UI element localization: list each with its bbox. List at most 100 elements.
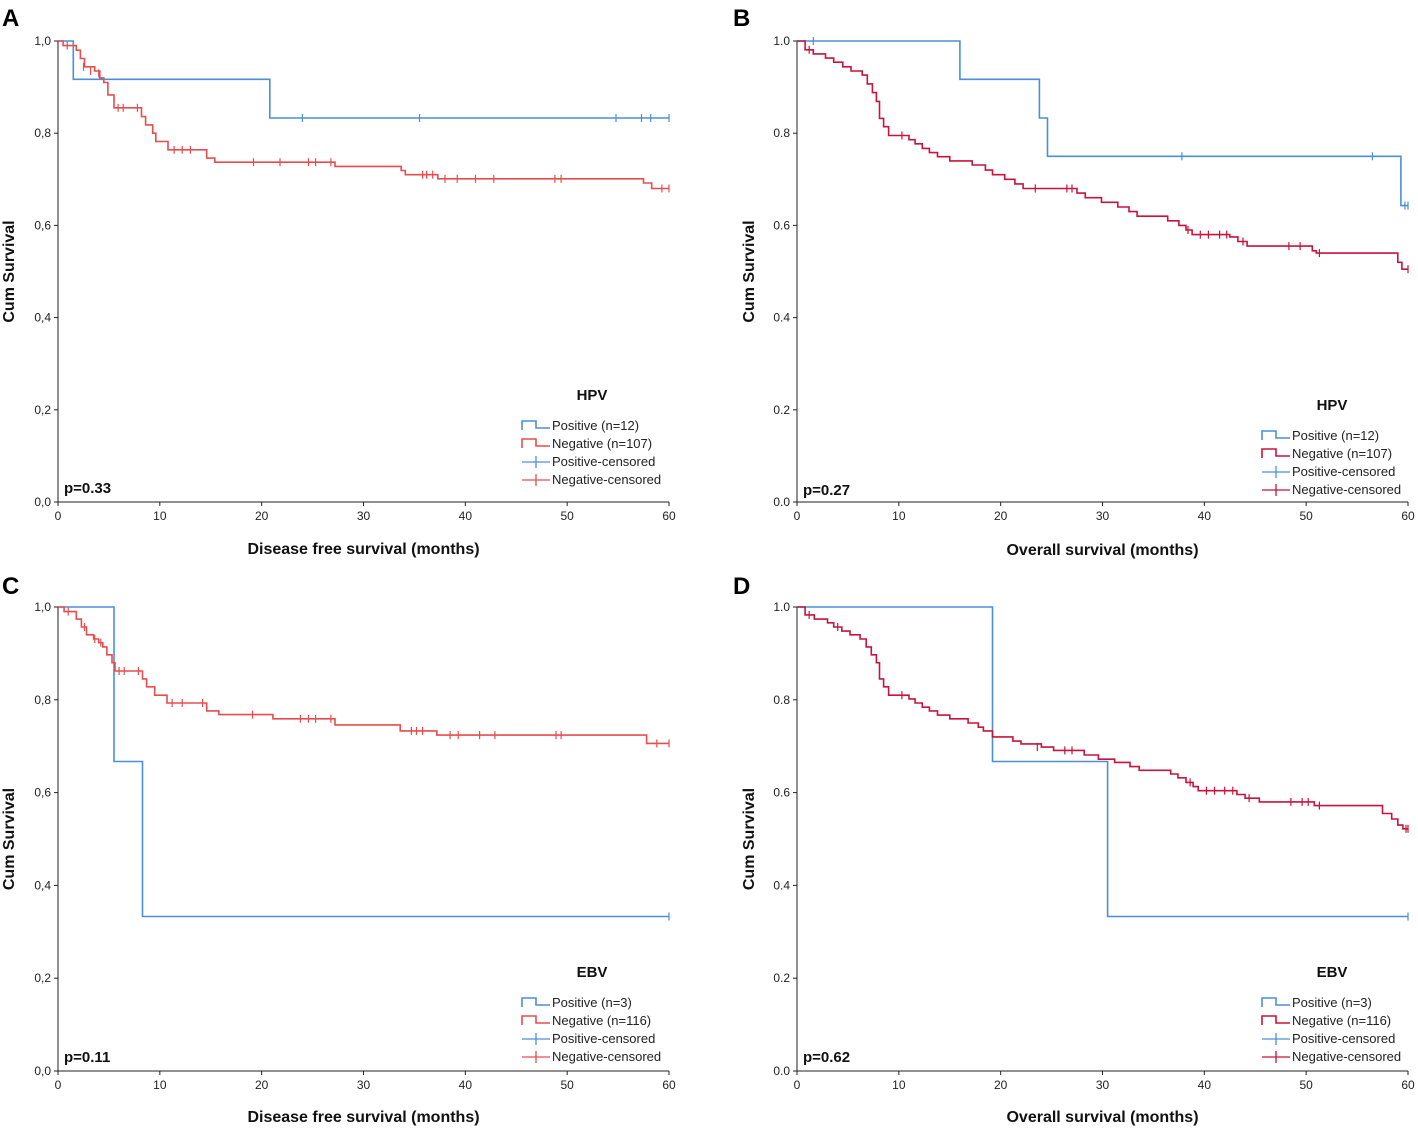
panel-b-letter: B xyxy=(733,5,750,32)
panel-d-x-tick-label: 30 xyxy=(1096,1078,1110,1092)
panel-c-legend-label: Positive-censored xyxy=(552,1031,655,1046)
panel-c-negative-survival-curve xyxy=(58,606,669,745)
panel-a-negative-survival-curve xyxy=(58,40,669,190)
panel-a-x-tick-label: 20 xyxy=(255,509,269,523)
panel-c-legend-swatch xyxy=(521,997,550,1007)
panel-d-y-tick-label: 0.2 xyxy=(773,971,790,985)
panel-d-p-value: p=0.62 xyxy=(803,1049,850,1066)
panel-d-legend-label: Negative (n=116) xyxy=(1292,1013,1391,1028)
panel-d-y-tick-label: 0.4 xyxy=(773,878,790,892)
panel-a-x-axis-title: Disease free survival (months) xyxy=(247,541,479,558)
panel-d-x-tick-label: 40 xyxy=(1198,1078,1212,1092)
panel-d-legend-swatch xyxy=(1261,1015,1290,1025)
panel-a-p-value: p=0.33 xyxy=(64,480,111,497)
panel-c-legend-label: Negative (n=116) xyxy=(552,1013,651,1028)
panel-b-y-axis-title: Cum Survival xyxy=(741,220,758,322)
panel-b-y-tick-label: 0.8 xyxy=(773,126,790,140)
panel-d-legend-label: Positive (n=3) xyxy=(1292,995,1372,1010)
panel-b-x-tick-label: 50 xyxy=(1299,509,1313,523)
panel-d-y-tick-label: 1.0 xyxy=(773,600,790,614)
panel-c-y-tick-label: 0,4 xyxy=(34,878,51,892)
panel-d-y-tick-label: 0.0 xyxy=(773,1064,790,1078)
panel-d-y-tick-label: 0.6 xyxy=(773,786,790,800)
panel-d-legend-swatch xyxy=(1262,1051,1290,1063)
panel-a-x-tick-label: 60 xyxy=(662,509,676,523)
panel-d-x-tick-label: 20 xyxy=(994,1078,1008,1092)
panel-a-positive-survival-curve xyxy=(58,40,669,119)
panel-c-legend-label: Negative-censored xyxy=(552,1049,661,1064)
panel-c-p-value: p=0.11 xyxy=(64,1049,110,1066)
panel-c-x-tick-label: 30 xyxy=(357,1078,371,1092)
panel-b-x-tick-label: 30 xyxy=(1096,509,1110,523)
panel-a-y-axis-title: Cum Survival xyxy=(1,220,18,322)
panel-d-negative-survival-curve xyxy=(797,606,1408,830)
panel-a-legend-swatch xyxy=(521,420,550,430)
panel-d-letter: D xyxy=(733,573,750,600)
panel-b-negative-survival-curve xyxy=(797,40,1408,270)
panel-c-x-tick-label: 60 xyxy=(662,1078,676,1092)
panel-a-y-tick-label: 0,8 xyxy=(34,126,51,140)
panel-a-x-tick-label: 30 xyxy=(357,509,371,523)
panel-a-letter: A xyxy=(2,5,19,32)
panel-b-legend-swatch xyxy=(1261,430,1290,440)
panel-b-x-tick-label: 60 xyxy=(1401,509,1415,523)
panel-a-legend-label: Positive (n=12) xyxy=(552,418,639,433)
panel-a-legend-label: Negative-censored xyxy=(552,472,661,487)
panel-b-legend-swatch xyxy=(1261,448,1290,458)
panel-c-legend-swatch xyxy=(522,1033,550,1045)
panel-c-x-tick-label: 50 xyxy=(560,1078,574,1092)
panel-d-x-tick-label: 0 xyxy=(794,1078,801,1092)
panel-b-x-axis-title: Overall survival (months) xyxy=(1006,542,1198,559)
panel-d-legend-swatch xyxy=(1262,1033,1290,1045)
panel-b-legend-label: Negative (n=107) xyxy=(1292,446,1392,461)
panel-b-legend-title: HPV xyxy=(1317,397,1348,414)
panel-d-y-tick-label: 0.8 xyxy=(773,693,790,707)
panel-d-x-tick-label: 60 xyxy=(1401,1078,1415,1092)
panel-c-legend-title: EBV xyxy=(577,964,608,981)
panel-a-y-tick-label: 0,0 xyxy=(34,495,51,509)
panel-b-x-tick-label: 0 xyxy=(794,509,801,523)
panel-c-x-tick-label: 20 xyxy=(255,1078,269,1092)
panel-b-positive-survival-curve xyxy=(797,40,1408,207)
panel-b-x-tick-label: 20 xyxy=(994,509,1008,523)
panel-d-y-axis-title: Cum Survival xyxy=(741,788,758,890)
panel-c-x-tick-label: 10 xyxy=(153,1078,167,1092)
panel-d-legend-swatch xyxy=(1261,997,1290,1007)
panel-b-x-tick-label: 10 xyxy=(892,509,906,523)
panel-a-x-tick-label: 10 xyxy=(153,509,167,523)
panel-d-x-tick-label: 10 xyxy=(892,1078,906,1092)
panel-c-y-tick-label: 0,0 xyxy=(34,1064,51,1078)
panel-c-legend-swatch xyxy=(522,1051,550,1063)
panel-c-y-tick-label: 0,6 xyxy=(34,786,51,800)
panel-a-legend-swatch xyxy=(522,474,550,486)
panel-b-y-tick-label: 0.2 xyxy=(773,403,790,417)
panel-a-y-tick-label: 0,4 xyxy=(34,311,51,325)
panel-c-y-axis-title: Cum Survival xyxy=(1,788,18,890)
panel-c-y-tick-label: 0,8 xyxy=(34,693,51,707)
panel-c-x-axis-title: Disease free survival (months) xyxy=(247,1109,479,1126)
panel-b-y-tick-label: 1.0 xyxy=(773,34,790,48)
panel-c-x-tick-label: 40 xyxy=(459,1078,473,1092)
panel-c-y-tick-label: 0,2 xyxy=(34,971,51,985)
panel-b-y-tick-label: 0.4 xyxy=(773,311,790,325)
panel-d-legend-label: Negative-censored xyxy=(1292,1049,1401,1064)
panel-a-y-tick-label: 1,0 xyxy=(34,34,51,48)
panel-a-y-tick-label: 0,2 xyxy=(34,403,51,417)
panel-b-legend-label: Positive-censored xyxy=(1292,464,1395,479)
panel-b-legend-label: Negative-censored xyxy=(1292,482,1401,497)
panel-c-y-tick-label: 1,0 xyxy=(34,600,51,614)
panel-a-legend-title: HPV xyxy=(577,387,608,404)
panel-c-letter: C xyxy=(2,573,19,600)
panel-d-x-axis-title: Overall survival (months) xyxy=(1006,1109,1198,1126)
panel-b-p-value: p=0.27 xyxy=(803,482,850,499)
panel-b-legend-swatch xyxy=(1262,466,1290,478)
panel-a-legend-swatch xyxy=(521,438,550,448)
panel-d-legend-title: EBV xyxy=(1317,964,1348,981)
panel-d-positive-survival-curve xyxy=(797,606,1408,918)
panel-a-x-tick-label: 50 xyxy=(560,509,574,523)
panel-b-y-tick-label: 0.6 xyxy=(773,218,790,232)
panel-c-legend-label: Positive (n=3) xyxy=(552,995,632,1010)
panel-d-x-tick-label: 50 xyxy=(1299,1078,1313,1092)
panel-c-positive-survival-curve xyxy=(58,606,669,918)
